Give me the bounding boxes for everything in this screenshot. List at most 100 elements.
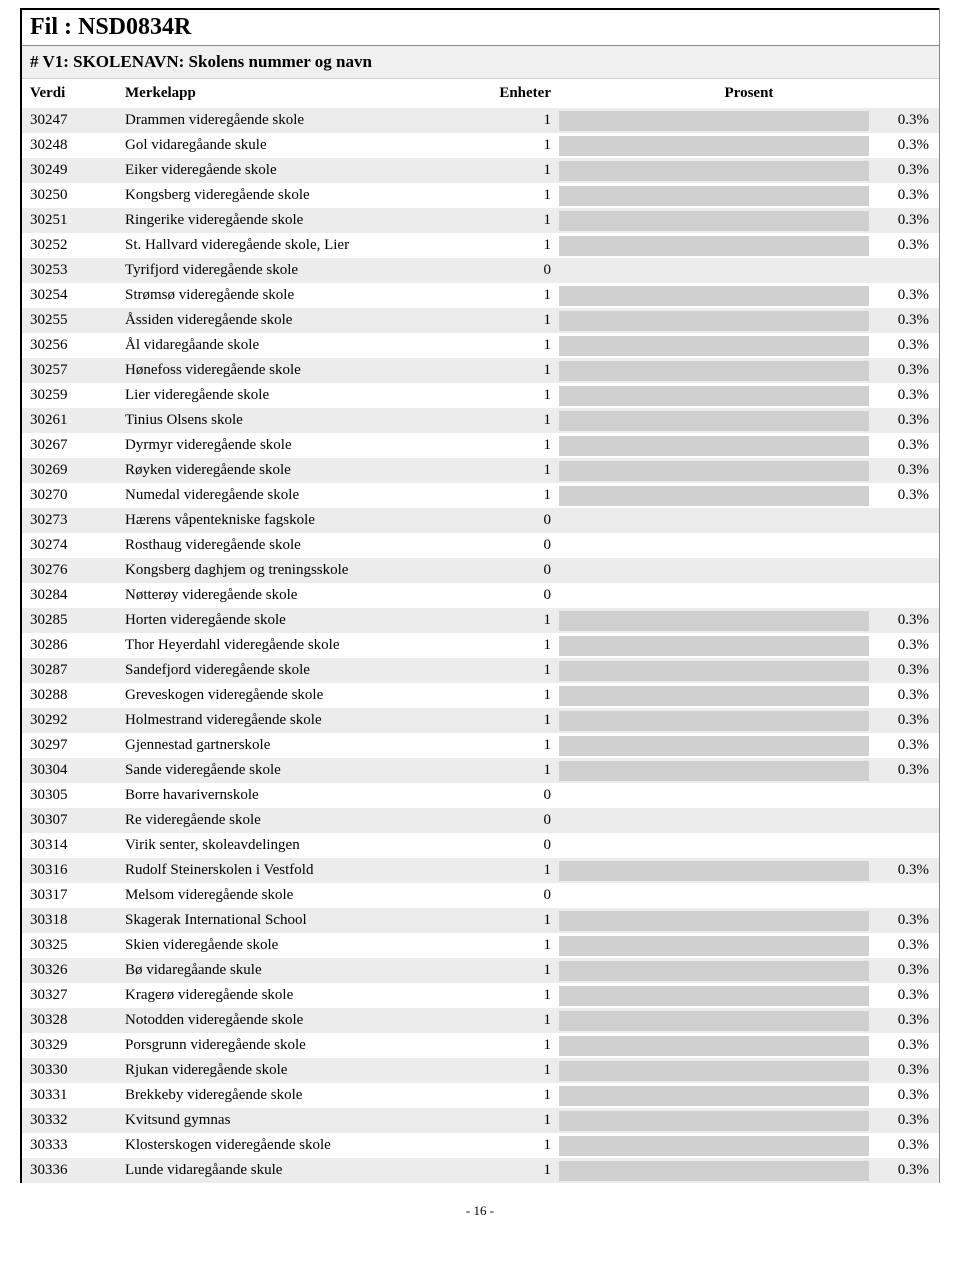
percent-bar-fill	[559, 611, 869, 631]
cell-enheter: 1	[469, 433, 559, 458]
cell-bar	[559, 483, 869, 508]
cell-percent: 0.3%	[869, 208, 939, 233]
cell-verdi: 30292	[22, 708, 117, 733]
cell-bar	[559, 583, 869, 608]
cell-merkelapp: Ringerike videregående skole	[117, 208, 469, 233]
cell-percent	[869, 808, 939, 833]
cell-enheter: 1	[469, 233, 559, 258]
cell-enheter: 1	[469, 108, 559, 133]
table-row: 30328Notodden videregående skole10.3%	[22, 1008, 939, 1033]
table-row: 30333Klosterskogen videregående skole10.…	[22, 1133, 939, 1158]
cell-percent: 0.3%	[869, 708, 939, 733]
cell-percent: 0.3%	[869, 358, 939, 383]
cell-enheter: 0	[469, 883, 559, 908]
cell-merkelapp: Strømsø videregående skole	[117, 283, 469, 308]
table-row: 30257Hønefoss videregående skole10.3%	[22, 358, 939, 383]
percent-bar-fill	[559, 236, 869, 256]
cell-percent: 0.3%	[869, 333, 939, 358]
cell-enheter: 1	[469, 458, 559, 483]
cell-verdi: 30328	[22, 1008, 117, 1033]
cell-enheter: 1	[469, 733, 559, 758]
cell-percent: 0.3%	[869, 383, 939, 408]
cell-bar	[559, 383, 869, 408]
cell-enheter: 1	[469, 1083, 559, 1108]
table-row: 30305Borre havarivernskole0	[22, 783, 939, 808]
percent-bar-fill	[559, 911, 869, 931]
cell-enheter: 1	[469, 933, 559, 958]
table-row: 30250Kongsberg videregående skole10.3%	[22, 183, 939, 208]
cell-percent: 0.3%	[869, 1058, 939, 1083]
cell-verdi: 30253	[22, 258, 117, 283]
percent-bar-fill	[559, 286, 869, 306]
percent-bar-fill	[559, 686, 869, 706]
percent-bar	[559, 961, 869, 981]
percent-bar-fill	[559, 1111, 869, 1131]
cell-bar	[559, 458, 869, 483]
table-row: 30269Røyken videregående skole10.3%	[22, 458, 939, 483]
cell-enheter: 1	[469, 958, 559, 983]
cell-merkelapp: Ål vidaregåande skole	[117, 333, 469, 358]
table-row: 30327Kragerø videregående skole10.3%	[22, 983, 939, 1008]
cell-merkelapp: Melsom videregående skole	[117, 883, 469, 908]
percent-bar-fill	[559, 936, 869, 956]
cell-bar	[559, 283, 869, 308]
cell-merkelapp: Eiker videregående skole	[117, 158, 469, 183]
cell-percent: 0.3%	[869, 658, 939, 683]
cell-bar	[559, 958, 869, 983]
percent-bar-fill	[559, 761, 869, 781]
cell-merkelapp: Hønefoss videregående skole	[117, 358, 469, 383]
cell-merkelapp: Nøtterøy videregående skole	[117, 583, 469, 608]
cell-percent: 0.3%	[869, 858, 939, 883]
page-number: - 16 -	[20, 1203, 940, 1219]
cell-percent: 0.3%	[869, 733, 939, 758]
cell-verdi: 30254	[22, 283, 117, 308]
cell-percent	[869, 558, 939, 583]
cell-bar	[559, 858, 869, 883]
cell-verdi: 30267	[22, 433, 117, 458]
cell-merkelapp: St. Hallvard videregående skole, Lier	[117, 233, 469, 258]
cell-bar	[559, 533, 869, 558]
table-row: 30325Skien videregående skole10.3%	[22, 933, 939, 958]
table-row: 30330Rjukan videregående skole10.3%	[22, 1058, 939, 1083]
percent-bar	[559, 1061, 869, 1081]
cell-percent: 0.3%	[869, 483, 939, 508]
cell-percent: 0.3%	[869, 683, 939, 708]
cell-percent: 0.3%	[869, 1083, 939, 1108]
cell-bar	[559, 133, 869, 158]
cell-percent: 0.3%	[869, 433, 939, 458]
cell-verdi: 30304	[22, 758, 117, 783]
cell-bar	[559, 208, 869, 233]
cell-enheter: 1	[469, 333, 559, 358]
cell-percent	[869, 883, 939, 908]
cell-verdi: 30251	[22, 208, 117, 233]
cell-enheter: 0	[469, 508, 559, 533]
table-row: 30284Nøtterøy videregående skole0	[22, 583, 939, 608]
percent-bar	[559, 611, 869, 631]
cell-verdi: 30307	[22, 808, 117, 833]
header-verdi: Verdi	[22, 79, 117, 108]
percent-bar-fill	[559, 161, 869, 181]
cell-percent: 0.3%	[869, 758, 939, 783]
cell-bar	[559, 558, 869, 583]
table-row: 30253Tyrifjord videregående skole0	[22, 258, 939, 283]
cell-percent: 0.3%	[869, 133, 939, 158]
cell-percent: 0.3%	[869, 108, 939, 133]
percent-bar	[559, 936, 869, 956]
cell-enheter: 0	[469, 258, 559, 283]
cell-verdi: 30330	[22, 1058, 117, 1083]
table-row: 30288Greveskogen videregående skole10.3%	[22, 683, 939, 708]
cell-bar	[559, 633, 869, 658]
table-row: 30318Skagerak International School10.3%	[22, 908, 939, 933]
cell-verdi: 30305	[22, 783, 117, 808]
cell-verdi: 30259	[22, 383, 117, 408]
cell-verdi: 30248	[22, 133, 117, 158]
cell-enheter: 1	[469, 1058, 559, 1083]
table-row: 30251Ringerike videregående skole10.3%	[22, 208, 939, 233]
cell-verdi: 30284	[22, 583, 117, 608]
cell-merkelapp: Kongsberg daghjem og treningsskole	[117, 558, 469, 583]
cell-enheter: 1	[469, 183, 559, 208]
cell-enheter: 1	[469, 858, 559, 883]
cell-bar	[559, 808, 869, 833]
percent-bar	[559, 1136, 869, 1156]
cell-bar	[559, 608, 869, 633]
